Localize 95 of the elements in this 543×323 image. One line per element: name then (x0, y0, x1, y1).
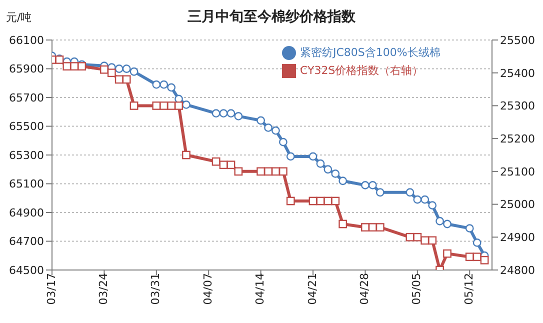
point (413, 232, 422, 242)
y2-tick-label: 24800 (500, 264, 535, 277)
point (338, 220, 348, 228)
point (152, 80, 161, 89)
y2-tick-label: 25000 (500, 198, 535, 212)
point (278, 138, 288, 146)
y-tick-label: 65700 (9, 91, 44, 104)
point (413, 195, 422, 204)
x-tick-label: 03/24 (97, 273, 110, 305)
point (465, 224, 474, 233)
x-tick-label: 03/17 (44, 273, 58, 305)
point (226, 109, 236, 118)
point (286, 152, 295, 161)
point (376, 188, 384, 197)
x-tick-label: 05/12 (462, 273, 476, 305)
x-tick-label: 04/07 (201, 273, 214, 305)
point (167, 102, 176, 110)
point (428, 201, 437, 210)
point (443, 220, 452, 228)
point (436, 216, 444, 226)
point (182, 150, 190, 160)
point (338, 176, 348, 186)
point (331, 169, 340, 178)
point (361, 180, 370, 190)
point (368, 223, 377, 232)
point (368, 180, 377, 190)
y2-tick-label: 25400 (500, 66, 535, 80)
y-tick-label: 64900 (9, 206, 44, 220)
point (472, 252, 482, 262)
point (376, 223, 384, 232)
point (472, 238, 482, 247)
x-tick-label: 05/05 (410, 273, 424, 305)
point (160, 80, 168, 89)
point (308, 152, 318, 161)
point (160, 102, 168, 110)
point (256, 116, 266, 125)
point (152, 102, 161, 110)
point (286, 196, 295, 206)
point (278, 167, 288, 176)
point (361, 223, 370, 232)
y2-tick-label: 25100 (500, 165, 535, 178)
point (70, 62, 79, 70)
point (130, 102, 138, 110)
y-tick-label: 65900 (9, 62, 44, 76)
y-tick-label: 66100 (9, 34, 44, 47)
y-tick-label: 65300 (9, 148, 44, 162)
point (428, 236, 437, 245)
y-axis-title: 元/吨 (6, 10, 32, 25)
point (420, 195, 430, 204)
x-tick-label: 04/14 (254, 273, 267, 305)
point (264, 123, 272, 132)
y-tick-label: 65500 (9, 120, 44, 134)
point (316, 159, 325, 168)
point (182, 100, 190, 109)
y-tick-label: 65100 (9, 178, 44, 191)
point (226, 160, 236, 170)
legend-label: CY32S价格指数（右轴） (300, 64, 424, 77)
point (122, 64, 131, 73)
point (100, 65, 108, 74)
point (130, 67, 138, 76)
point (272, 126, 280, 135)
y2-tick-label: 24900 (500, 231, 535, 244)
point (234, 112, 243, 120)
point (122, 75, 131, 84)
point (256, 167, 266, 176)
point (443, 249, 452, 258)
point (212, 157, 220, 166)
y-tick-label: 64700 (9, 235, 44, 248)
point (174, 102, 183, 110)
point (465, 252, 474, 262)
point (272, 167, 280, 176)
point (167, 83, 176, 92)
y2-tick-label: 25300 (500, 100, 535, 113)
point (107, 68, 116, 78)
y2-tick-label: 25200 (500, 132, 535, 146)
point (219, 160, 228, 170)
point (212, 109, 220, 118)
point (406, 188, 414, 197)
point (324, 165, 332, 174)
x-tick-label: 03/31 (149, 273, 162, 305)
point (62, 62, 72, 70)
point (234, 167, 243, 176)
x-tick-label: 04/21 (306, 273, 319, 305)
point (264, 167, 272, 176)
x-tick-label: 04/28 (358, 273, 372, 305)
point (114, 64, 124, 73)
y2-tick-label: 25500 (500, 34, 535, 47)
point (480, 256, 489, 264)
chart-title: 三月中旬至今棉纱价格指数 (188, 9, 356, 25)
point (331, 196, 340, 206)
y-tick-label: 64500 (9, 264, 44, 277)
point (420, 236, 430, 245)
point (219, 109, 228, 118)
point (114, 75, 124, 84)
legend-label: 紧密纺JC80S含100%长绒棉 (300, 46, 440, 59)
